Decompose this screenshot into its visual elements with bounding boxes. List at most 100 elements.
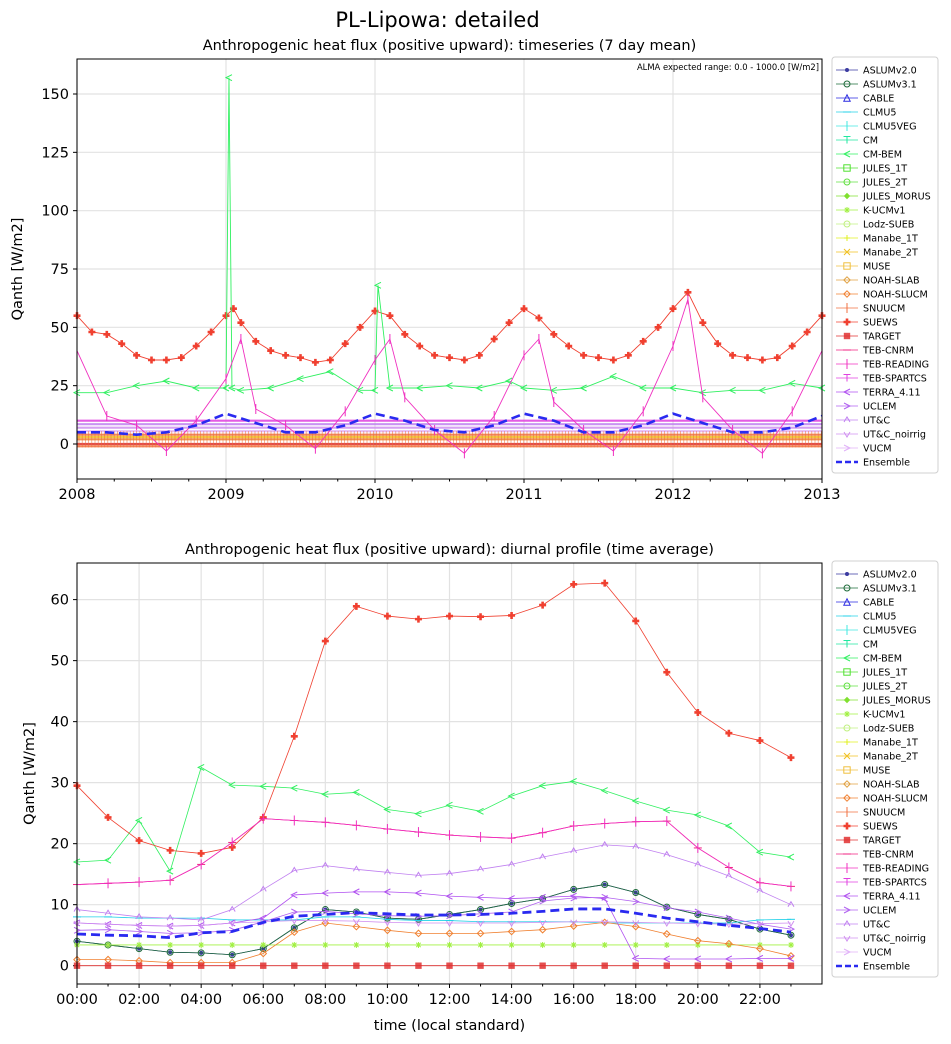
bottom-xlabel: time (local standard) [374,1018,525,1034]
bottom-legend-marker [844,711,850,717]
bottom-ytick-label: 0 [60,959,69,975]
bottom-series-point [477,920,484,927]
top-legend-marker [843,290,851,298]
bottom-legend-marker [843,780,851,788]
bottom-series-point [290,891,298,899]
bottom-series-point [229,941,236,948]
bottom-series-point [539,897,547,905]
bottom-legend-marker [843,920,851,927]
top-legend-label: JULES_MORUS [862,192,931,203]
top-legend-label: CM [863,136,878,147]
top-series-point [207,328,215,336]
bottom-series-point [291,962,298,969]
top-series-point [475,351,483,359]
bottom-series-point [725,914,733,922]
bottom-series-point [787,952,795,960]
bottom-series-point [787,941,794,948]
bottom-legend-label: Lodz-SUEB [863,724,914,735]
bottom-series-point [693,955,702,963]
bottom-series-point [569,777,577,785]
bottom-legend-marker [842,597,852,606]
bottom-series-point [72,858,81,866]
top-series-point [252,337,260,345]
top-series-point [386,312,394,320]
bottom-series-point [663,962,670,969]
bottom-series-point [538,925,547,934]
bottom-legend-label: Ensemble [863,962,910,973]
top-series-point [817,384,826,392]
bottom-series-point [570,885,578,893]
bottom-legend-marker [843,822,851,830]
bottom-series-line [76,766,792,873]
bottom-series-point [197,949,205,957]
bottom-series-point [663,668,671,676]
bottom-series-point [166,846,174,854]
top-legend-marker [843,178,851,186]
bottom-series-point [724,955,733,963]
bottom-legend-label: JULES_MORUS [862,696,931,707]
bottom-series-point [291,941,298,948]
top-legend-label: NOAH-SLUCM [863,290,928,301]
top-series-point [609,372,617,380]
bottom-series-point [290,732,298,740]
top-series-point [267,347,275,355]
bottom-series-point [321,889,329,897]
bottom-legend-label: JULES_1T [862,668,907,679]
top-legend-label: JULES_2T [862,178,907,189]
top-series-point [341,340,349,348]
top-series-point [416,342,424,350]
bottom-series-point [322,907,330,915]
bottom-series-point [632,842,640,849]
bottom-series-point [632,888,640,896]
bottom-legend-marker [843,752,851,760]
bottom-legend-label: NOAH-SLAB [863,780,920,791]
bottom-legend-marker [845,572,849,576]
top-series-point [373,281,382,289]
bottom-legend-marker [843,948,852,956]
bottom-series-point [322,962,329,969]
bottom-ylabel: Qanth [W/m2] [22,722,38,825]
bottom-series-point [166,914,174,921]
bottom-series-point [725,962,733,969]
bottom-series-point [383,920,391,927]
top-series-point [102,389,111,397]
top-series-point [162,377,170,385]
bottom-series-point [601,919,609,926]
bottom-legend-marker [843,878,851,886]
bottom-series-point [446,962,453,969]
bottom-series-point [415,941,422,948]
top-series-point [282,351,290,359]
bottom-legend-label: CLMU5VEG [863,626,917,637]
bottom-series-point [259,914,267,922]
top-series-point [88,328,96,336]
bottom-series-point [477,865,484,872]
bottom-series-point [321,918,329,925]
bottom-series-point [631,954,639,962]
bottom-series-point [663,850,671,857]
top-series-point [550,330,558,338]
bottom-series-point [259,949,268,958]
top-ytick-label: 75 [51,262,69,278]
bottom-series-point [693,811,702,819]
bottom-series-point [167,941,174,948]
bottom-legend-label: CABLE [863,598,894,609]
top-legend-marker [843,164,851,172]
top-series-point [132,382,140,390]
bottom-xtick-label: 04:00 [180,992,222,1008]
top-legend-label: JULES_1T [862,164,907,175]
top-legend-marker [843,402,852,410]
bottom-series-point [197,962,205,969]
top-series-point [370,386,379,394]
bottom-xtick-label: 02:00 [118,992,160,1008]
bottom-series-point [166,867,174,875]
top-legend-marker [843,444,852,452]
bottom-series-point [601,893,609,901]
bottom-series-point [445,929,454,938]
top-series-point [595,354,602,362]
top-legend-label: CABLE [863,94,894,105]
bottom-legend-label: TERRA_4.11 [862,892,921,903]
bottom-series-point [631,797,639,805]
bottom-series-point [291,908,299,916]
bottom-series-point [259,782,267,790]
